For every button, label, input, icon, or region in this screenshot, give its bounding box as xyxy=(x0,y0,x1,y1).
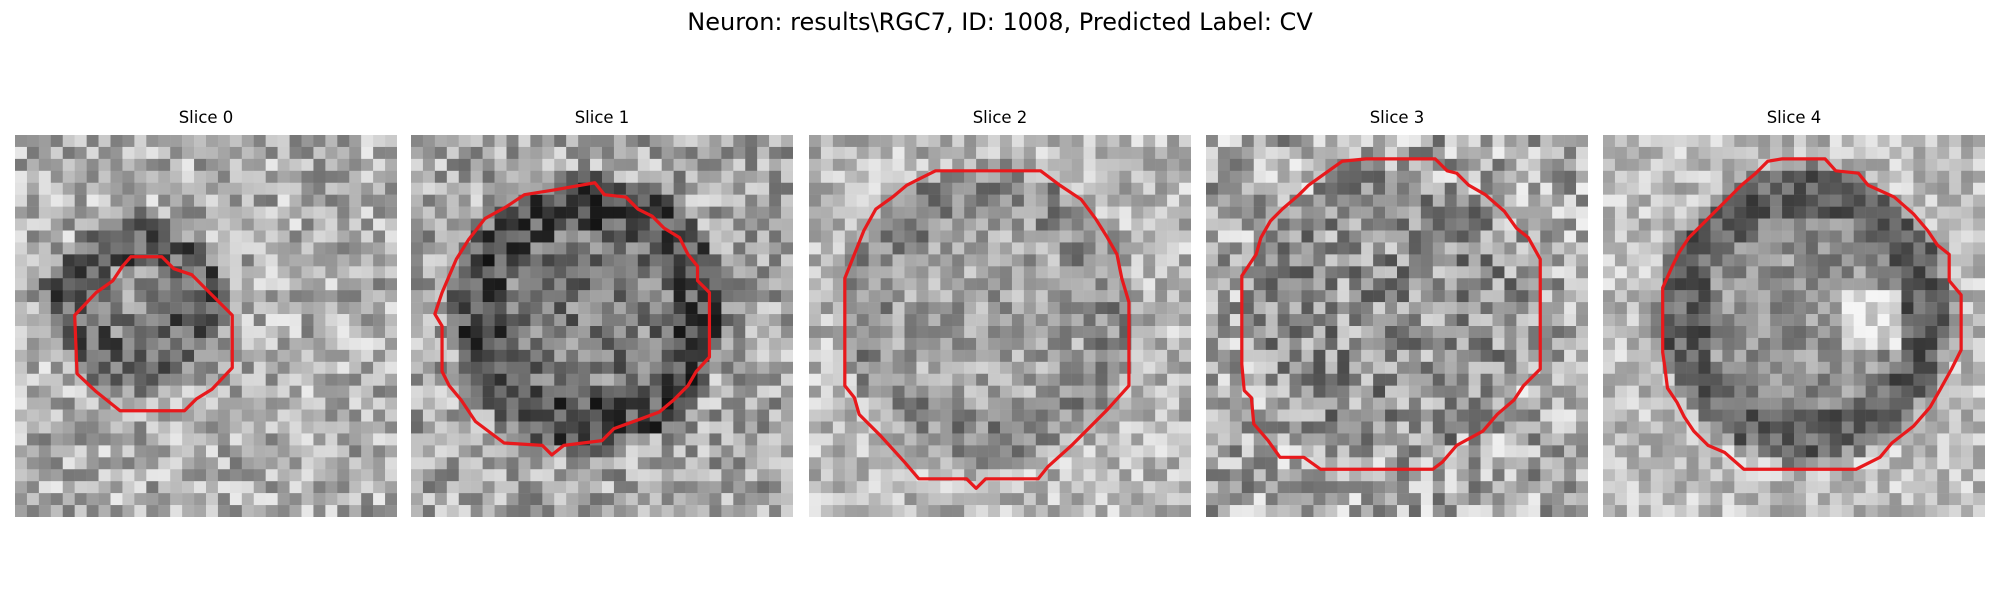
pixel-grid xyxy=(809,135,1191,517)
slice-panel-3: Slice 3 xyxy=(1206,107,1588,517)
cell-contour xyxy=(1240,157,1542,471)
cell-contour xyxy=(73,255,234,413)
pixel-grid xyxy=(411,135,793,517)
slice-title: Slice 0 xyxy=(178,108,234,127)
figure-title: Neuron: results\RGC7, ID: 1008, Predicte… xyxy=(687,8,1313,36)
slice-image xyxy=(1603,135,1985,517)
slice-title: Slice 4 xyxy=(1766,108,1822,127)
slice-panel-4: Slice 4 xyxy=(1603,107,1985,517)
cell-contour xyxy=(843,169,1131,490)
pixel-grid xyxy=(15,135,397,517)
cell-contour xyxy=(433,181,712,457)
slice-title: Slice 1 xyxy=(574,108,630,127)
slice-image xyxy=(15,135,397,517)
pixel-grid xyxy=(1603,135,1985,517)
pixel-grid xyxy=(1206,135,1588,517)
slice-image xyxy=(1206,135,1588,517)
slice-image xyxy=(809,135,1191,517)
slice-panel-0: Slice 0 xyxy=(15,107,397,517)
slice-image xyxy=(411,135,793,517)
cell-contour xyxy=(1661,157,1963,471)
slice-panel-2: Slice 2 xyxy=(809,107,1191,517)
slice-title: Slice 3 xyxy=(1369,108,1425,127)
slice-panel-1: Slice 1 xyxy=(411,107,793,517)
slice-title: Slice 2 xyxy=(972,108,1028,127)
